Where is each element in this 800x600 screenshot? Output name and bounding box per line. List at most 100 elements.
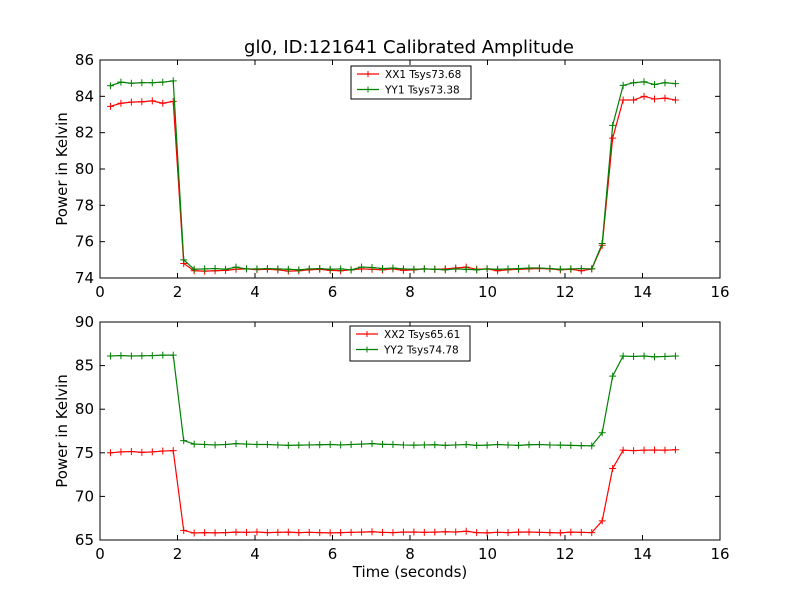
x-tick-label: 16 bbox=[710, 545, 729, 563]
data-point bbox=[441, 266, 449, 274]
legend-label: XX2 Tsys65.61 bbox=[384, 329, 460, 341]
data-point bbox=[483, 265, 491, 273]
data-point bbox=[535, 441, 543, 449]
y-tick-label: 65 bbox=[75, 531, 94, 549]
data-point bbox=[201, 265, 209, 273]
data-point bbox=[211, 529, 219, 537]
data-point bbox=[515, 528, 522, 536]
data-point bbox=[410, 441, 418, 449]
top-plot: 0 2 4 6 8 10 12 14 16 74 76 78 80 82 84 86 Power in Kelv… bbox=[53, 51, 730, 301]
data-point bbox=[431, 441, 439, 449]
data-point bbox=[305, 528, 313, 536]
data-point bbox=[462, 441, 470, 449]
bottom-plot: 0 2 4 6 8 10 12 14 16 65 70 75 80 85 90 Power in Kelvin… bbox=[53, 313, 730, 581]
series-markers-yy1 bbox=[106, 77, 679, 274]
data-point bbox=[232, 263, 240, 271]
data-point bbox=[127, 447, 135, 455]
legend-box bbox=[349, 325, 471, 362]
data-point bbox=[661, 446, 669, 454]
series-markers-yy2 bbox=[106, 351, 679, 450]
data-point bbox=[358, 440, 366, 448]
y-tick-label: 78 bbox=[75, 196, 94, 214]
data-point bbox=[106, 449, 114, 457]
data-point bbox=[473, 266, 481, 274]
data-point bbox=[284, 441, 292, 449]
data-point bbox=[117, 352, 125, 360]
data-point bbox=[630, 96, 638, 104]
data-point bbox=[588, 442, 596, 450]
data-point bbox=[326, 441, 334, 449]
data-point bbox=[535, 528, 543, 536]
data-point bbox=[546, 265, 554, 273]
data-point bbox=[295, 266, 303, 274]
data-point bbox=[483, 441, 491, 449]
data-point bbox=[169, 97, 177, 105]
series-line-xx2 bbox=[110, 449, 676, 534]
data-point bbox=[619, 81, 627, 89]
data-point bbox=[368, 440, 376, 448]
data-point bbox=[117, 78, 125, 86]
data-point bbox=[138, 79, 146, 87]
data-point bbox=[609, 372, 617, 380]
data-point bbox=[347, 266, 355, 274]
data-point bbox=[253, 528, 261, 536]
data-point bbox=[609, 134, 617, 142]
data-point bbox=[640, 78, 648, 86]
data-point bbox=[525, 528, 533, 536]
data-point bbox=[169, 447, 177, 455]
data-point bbox=[106, 102, 114, 110]
x-tick-label: 8 bbox=[405, 283, 415, 301]
data-point bbox=[222, 441, 230, 449]
data-point bbox=[630, 447, 638, 455]
data-point bbox=[263, 529, 271, 537]
data-point bbox=[305, 441, 313, 449]
data-point bbox=[619, 352, 627, 360]
data-point bbox=[671, 446, 679, 454]
y-tick-label: 85 bbox=[75, 357, 94, 375]
data-point bbox=[640, 352, 648, 360]
legend-box bbox=[350, 65, 472, 100]
data-point bbox=[441, 528, 449, 536]
y-tick-label: 75 bbox=[75, 444, 94, 462]
data-point bbox=[159, 78, 167, 86]
data-point bbox=[483, 529, 491, 537]
data-point bbox=[389, 441, 397, 449]
data-point bbox=[473, 441, 481, 449]
legend-label: YY2 Tsys74.78 bbox=[383, 345, 459, 357]
data-point bbox=[316, 529, 324, 537]
data-point bbox=[598, 517, 606, 525]
data-point bbox=[494, 528, 502, 536]
data-point bbox=[494, 441, 502, 449]
data-point bbox=[452, 265, 460, 273]
data-point bbox=[117, 448, 125, 456]
data-point bbox=[127, 352, 135, 360]
legend-label: YY1 Tsys73.38 bbox=[384, 85, 460, 97]
data-point bbox=[410, 265, 418, 273]
data-point bbox=[525, 264, 533, 272]
x-tick-label: 4 bbox=[250, 545, 260, 563]
data-point bbox=[138, 448, 146, 456]
legend: XX2 Tsys65.61 YY2 Tsys74.78 bbox=[349, 325, 471, 362]
data-point bbox=[588, 265, 596, 273]
x-tick-label: 16 bbox=[710, 283, 729, 301]
data-point bbox=[609, 464, 617, 472]
data-point bbox=[159, 447, 167, 455]
axes-frame bbox=[99, 59, 721, 279]
data-point bbox=[169, 77, 177, 85]
data-point bbox=[420, 441, 428, 449]
data-point bbox=[431, 528, 439, 536]
data-point bbox=[368, 263, 376, 271]
data-point bbox=[609, 121, 617, 129]
data-point bbox=[556, 265, 564, 273]
axes-frame bbox=[99, 321, 721, 541]
x-tick-label: 6 bbox=[328, 283, 338, 301]
data-point bbox=[640, 446, 648, 454]
data-point bbox=[546, 529, 554, 537]
data-point bbox=[211, 265, 219, 273]
y-tick-label: 74 bbox=[75, 269, 94, 287]
y-tick-label: 86 bbox=[75, 51, 94, 69]
data-point bbox=[671, 80, 679, 88]
data-point bbox=[671, 352, 679, 360]
data-point bbox=[253, 265, 261, 273]
data-point bbox=[326, 265, 334, 273]
